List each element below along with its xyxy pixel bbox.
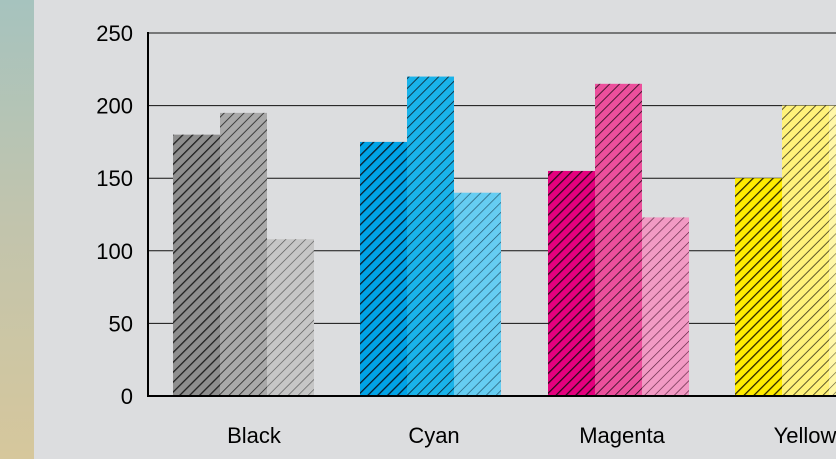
y-tick-labels: 0 50 100 150 200 250 bbox=[96, 21, 133, 409]
x-category-label: Magenta bbox=[579, 423, 665, 448]
bar-cyan-1 bbox=[360, 141, 407, 396]
bar-black-1 bbox=[173, 134, 220, 396]
bar-yellow-2 bbox=[782, 105, 829, 396]
y-tick-label: 250 bbox=[96, 21, 133, 46]
x-category-label: Yellow bbox=[774, 423, 836, 448]
x-category-labels: Black Cyan Magenta Yellow bbox=[227, 423, 836, 448]
x-category-label: Cyan bbox=[408, 423, 459, 448]
bar-black-2 bbox=[220, 112, 267, 397]
y-tick-label: 200 bbox=[96, 94, 133, 119]
bar-magenta-3 bbox=[642, 217, 689, 396]
y-tick-label: 100 bbox=[96, 239, 133, 264]
bar-yellow-1 bbox=[735, 178, 782, 396]
y-tick-label: 50 bbox=[109, 311, 133, 336]
axes bbox=[147, 32, 836, 397]
x-category-label: Black bbox=[227, 423, 282, 448]
bar-cyan-2 bbox=[407, 76, 454, 396]
bar-magenta-2 bbox=[595, 83, 642, 396]
bar-black-3 bbox=[267, 239, 314, 396]
y-tick-label: 150 bbox=[96, 166, 133, 191]
bar-magenta-1 bbox=[548, 170, 595, 396]
y-tick-label: 0 bbox=[121, 384, 133, 409]
decorative-side-strip bbox=[0, 0, 34, 459]
bars bbox=[173, 76, 836, 397]
bar-cyan-3 bbox=[454, 192, 501, 396]
bar-yellow-3 bbox=[829, 105, 836, 396]
